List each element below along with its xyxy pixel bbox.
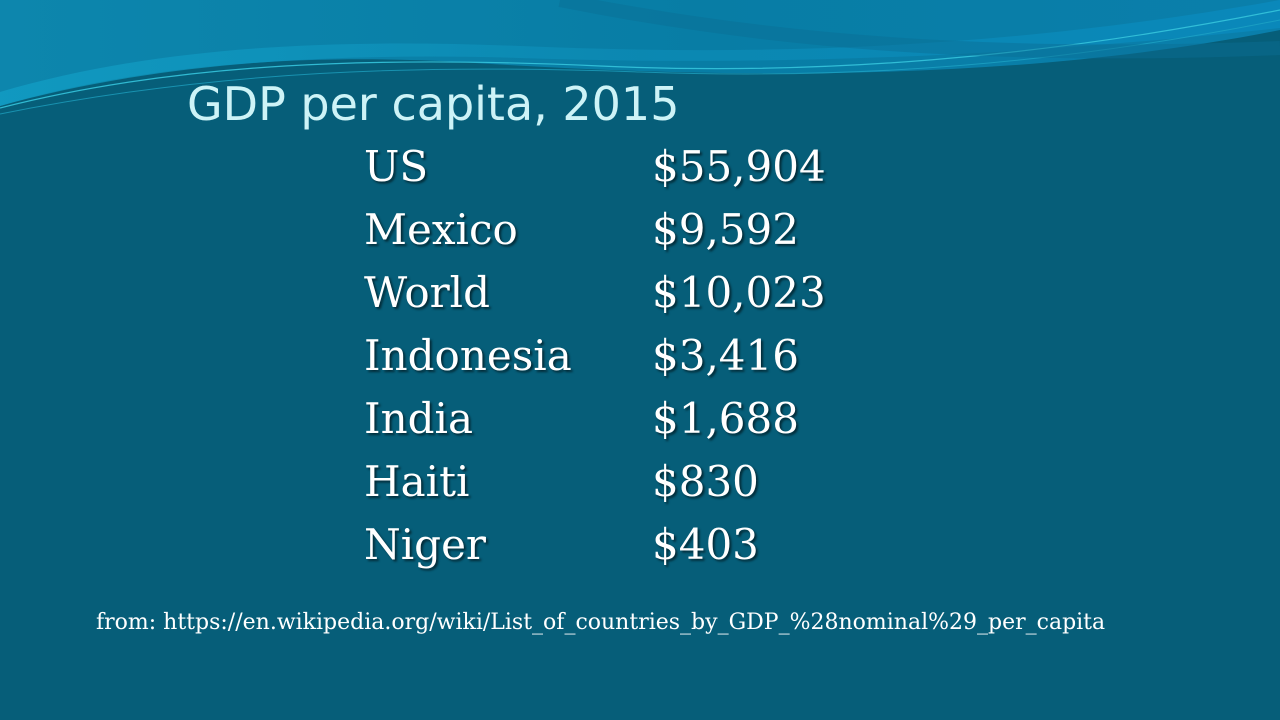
table-row: Mexico $9,592	[364, 198, 884, 261]
gdp-value: $3,416	[652, 331, 799, 380]
table-row: Haiti $830	[364, 450, 884, 513]
country-name: US	[364, 142, 429, 191]
gdp-value: $10,023	[652, 268, 826, 317]
table-row: US $55,904	[364, 135, 884, 198]
gdp-value: $55,904	[652, 142, 826, 191]
gdp-value: $1,688	[652, 394, 799, 443]
source-citation: from: https://en.wikipedia.org/wiki/List…	[96, 610, 1106, 635]
table-row: Niger $403	[364, 513, 884, 576]
country-name: Indonesia	[364, 331, 572, 380]
slide-title: GDP per capita, 2015	[187, 77, 680, 131]
country-name: Mexico	[364, 205, 518, 254]
country-name: India	[364, 394, 473, 443]
gdp-value: $9,592	[652, 205, 799, 254]
country-name: World	[364, 268, 490, 317]
country-name: Niger	[364, 520, 487, 569]
table-row: Indonesia $3,416	[364, 324, 884, 387]
country-name: Haiti	[364, 457, 470, 506]
table-row: India $1,688	[364, 387, 884, 450]
table-row: World $10,023	[364, 261, 884, 324]
decorative-wave-header	[0, 0, 1280, 140]
gdp-value: $403	[652, 520, 759, 569]
gdp-value: $830	[652, 457, 759, 506]
gdp-table: US $55,904 Mexico $9,592 World $10,023 I…	[364, 135, 884, 576]
